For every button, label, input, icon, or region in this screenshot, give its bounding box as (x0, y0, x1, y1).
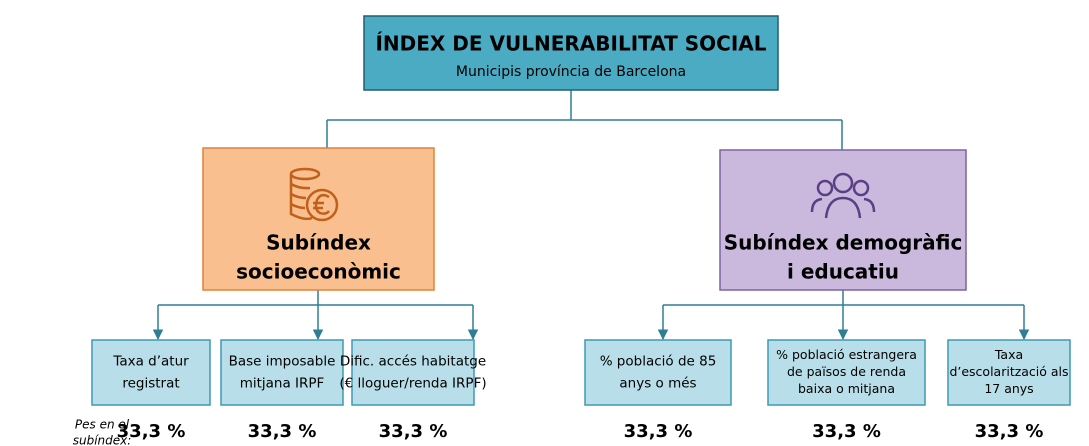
indicator-label: baixa o mitjana (798, 381, 895, 396)
indicator-box (220, 339, 344, 406)
indicator-label: registrat (122, 376, 179, 392)
subindex-label: Subíndex (266, 231, 371, 255)
weight-caption: subíndex: (73, 434, 132, 446)
indicator-box (767, 339, 926, 406)
indicator-box (584, 339, 732, 406)
weight: 33,3 % (975, 421, 1044, 442)
indicator-box (351, 339, 475, 406)
indicator-box (91, 339, 211, 406)
indicator-box (947, 339, 1071, 406)
root-box (363, 15, 779, 91)
indicator-label: % població de 85 (600, 354, 717, 370)
indicator-label: de països de renda (787, 364, 906, 379)
root-subtitle: Municipis província de Barcelona (456, 64, 686, 80)
indicator-label: d’escolarització als (949, 364, 1068, 379)
root-title: ÍNDEX DE VULNERABILITAT SOCIAL (375, 32, 766, 56)
weight: 33,3 % (624, 421, 693, 442)
subindex-label: socioeconòmic (236, 260, 401, 284)
people-icon (810, 172, 876, 219)
weight: 33,3 % (812, 421, 881, 442)
weight: 33,3 % (248, 421, 317, 442)
indicator-label: 17 anys (984, 381, 1033, 396)
indicator-label: Taxa d’atur (112, 354, 189, 370)
weight: 33,3 % (117, 421, 186, 442)
indicator-label: Dific. accés habitatge (340, 354, 486, 370)
subindex-label: i educatiu (787, 260, 899, 284)
coins-icon (289, 167, 339, 222)
indicator-label: Taxa (994, 347, 1023, 362)
weight: 33,3 % (379, 421, 448, 442)
weight-caption: Pes en el (75, 418, 130, 432)
indicator-label: mitjana IRPF (240, 376, 325, 392)
indicator-label: Base imposable (229, 354, 336, 370)
indicator-label: anys o més (619, 376, 696, 392)
indicator-label: (€ lloguer/renda IRPF) (339, 376, 486, 392)
indicator-label: % població estrangera (776, 347, 917, 362)
subindex-label: Subíndex demogràfic (724, 231, 963, 255)
connectors (152, 90, 1030, 341)
